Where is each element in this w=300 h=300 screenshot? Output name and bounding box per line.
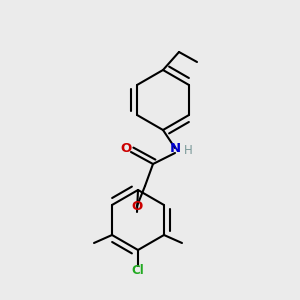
Text: O: O [120,142,132,155]
Text: O: O [131,200,142,212]
Text: Cl: Cl [132,265,144,278]
Text: N: N [169,142,181,154]
Text: H: H [184,143,192,157]
